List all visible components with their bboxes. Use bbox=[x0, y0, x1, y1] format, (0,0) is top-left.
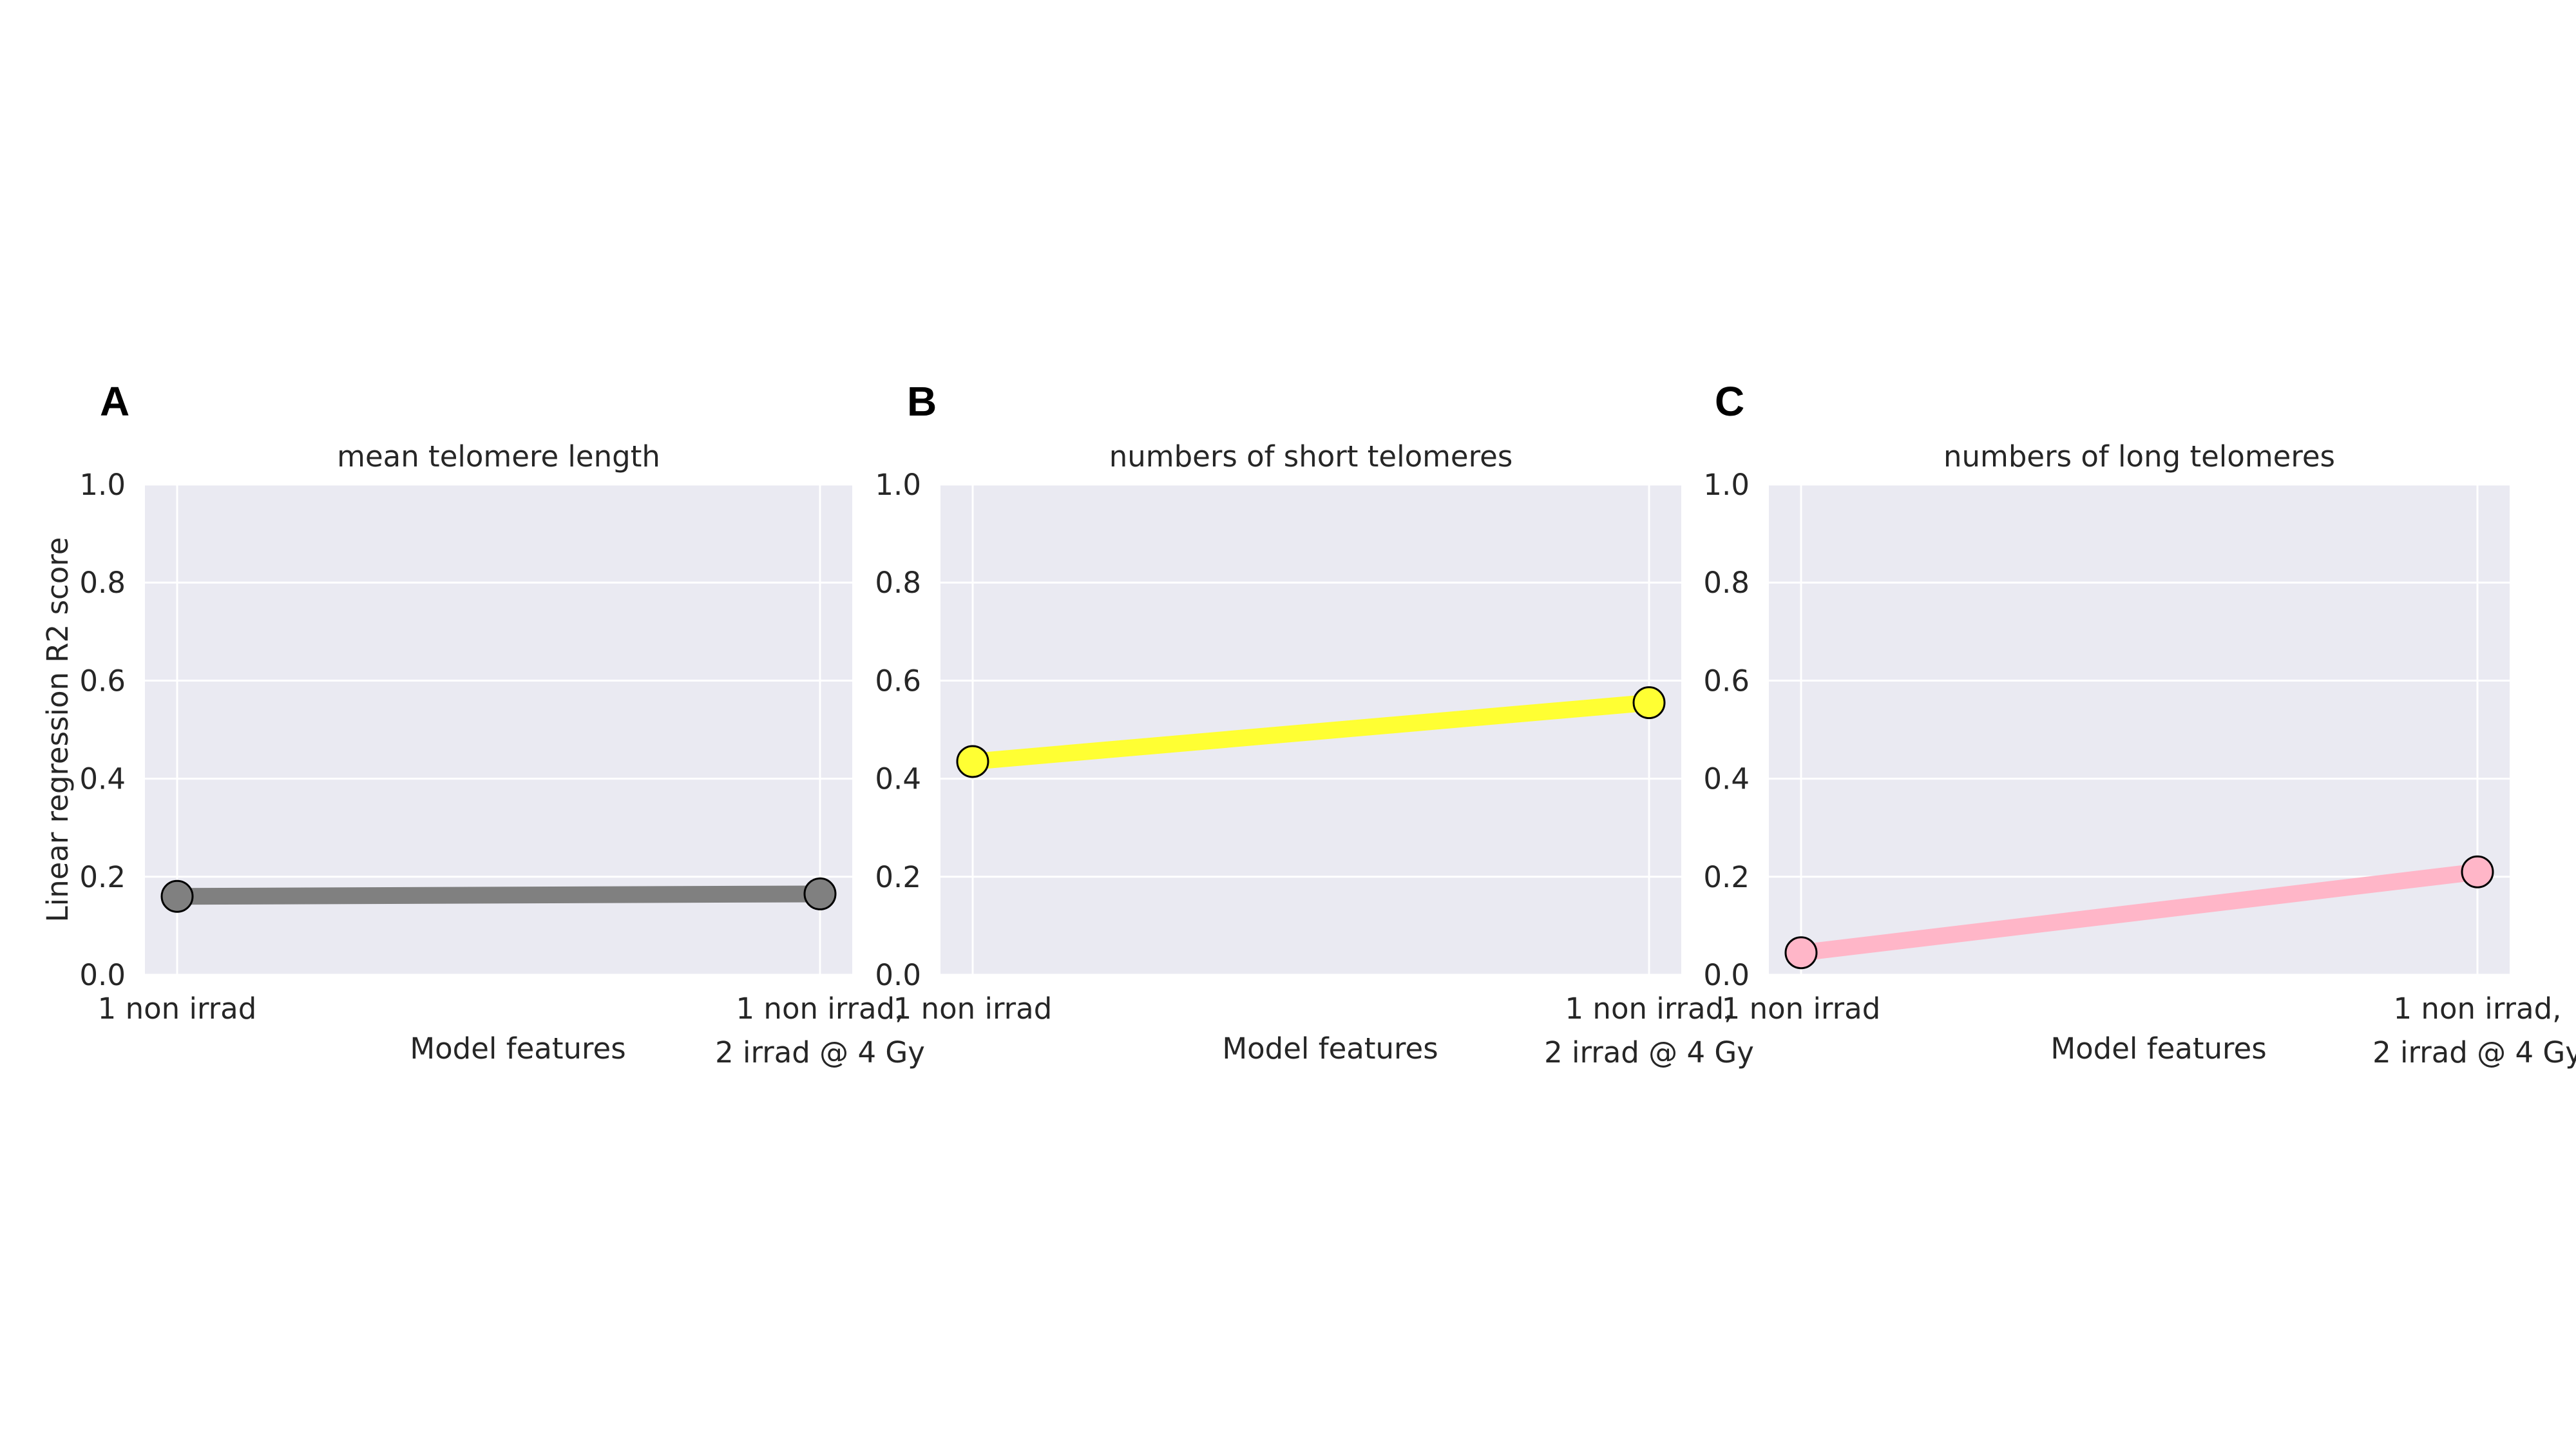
data-point bbox=[1632, 686, 1666, 720]
y-tick-label: 0.0 bbox=[1703, 958, 1750, 992]
data-point bbox=[2461, 855, 2494, 888]
panel-letter: A bbox=[100, 378, 129, 425]
data-point bbox=[956, 745, 989, 778]
y-tick-label: 0.0 bbox=[875, 958, 921, 992]
chart-title: mean telomere length bbox=[337, 439, 660, 474]
y-tick-label: 1.0 bbox=[875, 468, 921, 502]
x-tick-label: 2 irrad @ 4 Gy bbox=[2372, 1035, 2576, 1070]
x-tick-label: 2 irrad @ 4 Gy bbox=[1544, 1035, 1754, 1070]
y-tick-label: 0.6 bbox=[1703, 664, 1750, 698]
y-tick-label: 0.2 bbox=[875, 860, 921, 894]
panel-letter: B bbox=[907, 378, 937, 425]
x-tick-label: 1 non irrad bbox=[893, 992, 1053, 1026]
y-tick-label: 1.0 bbox=[79, 468, 126, 502]
chart-title: numbers of long telomeres bbox=[1943, 439, 2335, 474]
y-tick-label: 0.4 bbox=[1703, 762, 1750, 796]
x-tick-label: 2 irrad @ 4 Gy bbox=[715, 1035, 925, 1070]
x-axis-label: Model features bbox=[410, 1032, 625, 1066]
y-tick-label: 1.0 bbox=[1703, 468, 1750, 502]
x-tick-label: 1 non irrad, bbox=[736, 992, 904, 1026]
y-tick-label: 0.8 bbox=[875, 566, 921, 600]
y-tick-label: 0.2 bbox=[1703, 860, 1750, 894]
x-axis-label: Model features bbox=[1222, 1032, 1438, 1066]
y-axis-label: Linear regression R2 score bbox=[41, 537, 75, 923]
x-tick-label: 1 non irrad bbox=[98, 992, 257, 1026]
y-tick-label: 0.8 bbox=[79, 566, 126, 600]
x-axis-label: Model features bbox=[2050, 1032, 2266, 1066]
chart-title: numbers of short telomeres bbox=[1109, 439, 1513, 474]
data-point bbox=[1784, 936, 1818, 970]
series-line bbox=[1800, 863, 2479, 961]
y-tick-label: 0.6 bbox=[875, 664, 921, 698]
x-tick-label: 1 non irrad bbox=[1722, 992, 1881, 1026]
y-tick-label: 0.6 bbox=[79, 664, 126, 698]
x-tick-label: 1 non irrad, bbox=[1565, 992, 1733, 1026]
y-tick-label: 0.2 bbox=[79, 860, 126, 894]
y-tick-label: 0.0 bbox=[79, 958, 126, 992]
data-point bbox=[160, 879, 194, 913]
data-point bbox=[803, 877, 837, 910]
y-tick-label: 0.4 bbox=[79, 762, 126, 796]
x-tick-label: 1 non irrad, bbox=[2394, 992, 2562, 1026]
y-tick-label: 0.4 bbox=[875, 762, 921, 796]
series-line bbox=[177, 885, 821, 905]
panel-letter: C bbox=[1715, 378, 1744, 425]
series-line bbox=[971, 694, 1650, 770]
plot-area bbox=[1769, 485, 2510, 975]
y-tick-label: 0.8 bbox=[1703, 566, 1750, 600]
